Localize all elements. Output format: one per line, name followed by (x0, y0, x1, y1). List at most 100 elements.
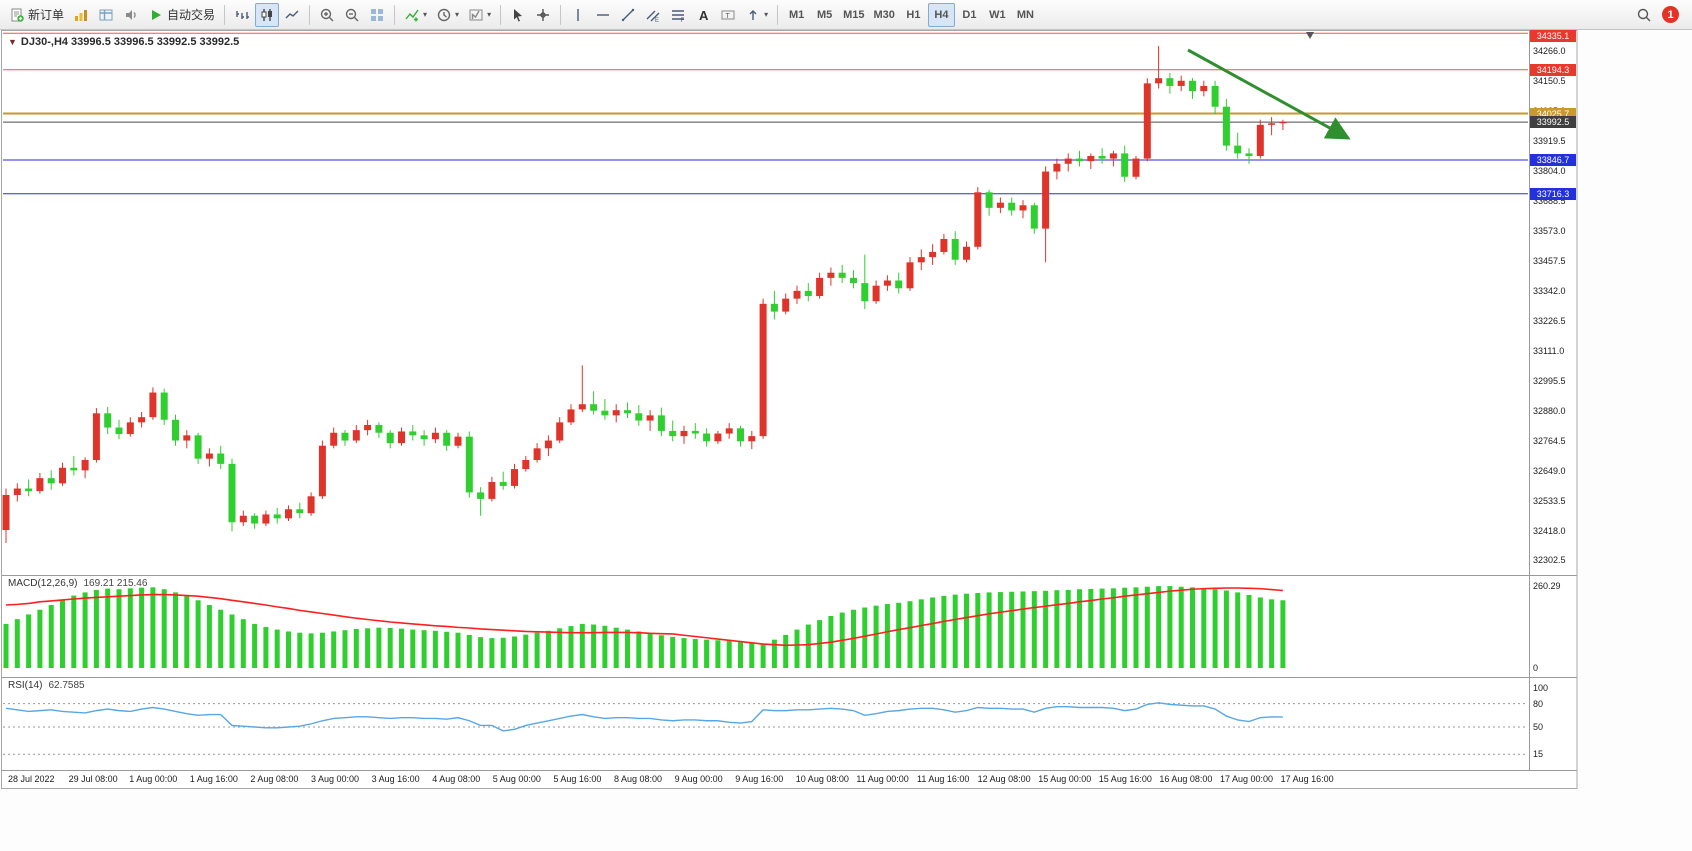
candle (25, 488, 33, 492)
bar-chart-mode-button[interactable] (230, 3, 254, 27)
candle (1132, 158, 1140, 177)
candle (1211, 85, 1219, 107)
text-tool-icon: A (699, 8, 709, 23)
candle (104, 413, 112, 428)
vertical-line-icon (577, 8, 579, 21)
candle (940, 238, 948, 252)
fibonacci-icon: F (672, 9, 685, 23)
clock-icon (437, 8, 451, 21)
svg-text:E: E (655, 18, 659, 23)
horizontal-line-tool-button[interactable] (591, 3, 615, 27)
cursor-button[interactable] (506, 3, 530, 27)
candle (1268, 123, 1276, 125)
template-dropdown[interactable]: ▾ (464, 3, 495, 27)
candle (59, 467, 66, 484)
new-order-button[interactable]: 新订单 (5, 3, 68, 27)
search-icon (1637, 8, 1651, 21)
candle (1234, 145, 1242, 154)
market-watch-button[interactable] (94, 3, 118, 27)
vertical-line-tool-button[interactable] (566, 3, 590, 27)
candle (454, 436, 462, 446)
template-icon (469, 9, 483, 20)
timeframe-button-m15[interactable]: M15 (839, 3, 868, 27)
candle (205, 453, 213, 459)
add-indicator-dropdown[interactable]: ▾ (400, 3, 431, 27)
candle (725, 428, 733, 434)
candle (465, 436, 473, 493)
candle (409, 431, 417, 436)
timeframe-button-m1[interactable]: M1 (783, 3, 810, 27)
fibonacci-tool-button[interactable]: F (666, 3, 690, 27)
candle (307, 496, 315, 514)
candle (544, 440, 552, 449)
candle (838, 272, 846, 278)
channel-tool-button[interactable]: E (641, 3, 665, 27)
candle (1143, 83, 1151, 159)
tile-windows-button[interactable] (365, 3, 389, 27)
timeframe-button-d1[interactable]: D1 (956, 3, 983, 27)
timeframe-button-m30[interactable]: M30 (870, 3, 899, 27)
notification-badge[interactable]: 1 (1662, 6, 1679, 23)
trend-arrow-annotation (1187, 48, 1351, 140)
candle (748, 436, 756, 442)
candle (318, 445, 326, 497)
candle (126, 422, 134, 435)
candle (669, 430, 677, 437)
candle (488, 482, 496, 499)
tile-windows-icon (371, 8, 384, 21)
candle (906, 262, 914, 289)
candle (420, 435, 428, 440)
candle (590, 404, 598, 411)
candle (364, 424, 372, 431)
candle (850, 277, 857, 284)
candle (511, 469, 518, 486)
candle (1064, 158, 1072, 164)
zoom-out-button[interactable] (340, 3, 364, 27)
label-tool-button[interactable]: T (716, 3, 740, 27)
crosshair-button[interactable] (531, 3, 555, 27)
timeframe-button-w1[interactable]: W1 (984, 3, 1011, 27)
candle (81, 459, 89, 471)
timeframe-button-mn[interactable]: MN (1012, 3, 1039, 27)
svg-text:F: F (681, 18, 685, 23)
candle (1053, 163, 1061, 172)
horizontal-line-icon (597, 13, 610, 16)
candle (522, 459, 530, 470)
auto-trading-label: 自动交易 (167, 8, 216, 22)
sound-button[interactable] (119, 3, 143, 27)
candle (1098, 155, 1106, 159)
search-button[interactable] (1632, 3, 1656, 27)
rsi-line (5, 702, 1283, 732)
candlestick-mode-icon (261, 8, 273, 21)
toolbar-separator (224, 4, 226, 25)
candle (375, 424, 383, 433)
auto-trading-button[interactable]: 自动交易 (144, 3, 219, 27)
candle (273, 514, 281, 519)
timeframe-button-h4[interactable]: H4 (927, 2, 955, 27)
trendline-tool-button[interactable] (616, 3, 640, 27)
candle (1155, 78, 1163, 84)
candlestick-mode-button[interactable] (255, 2, 280, 27)
period-dropdown[interactable]: ▾ (432, 3, 463, 27)
add-indicator-icon (405, 9, 419, 21)
toolbar-separator (500, 4, 502, 25)
line-chart-mode-button[interactable] (280, 3, 304, 27)
candle (737, 428, 744, 442)
toolbar: 新订单 自动交易 (0, 0, 1692, 30)
toolbar-separator (309, 4, 311, 25)
text-tool-button[interactable]: A (691, 3, 715, 27)
timeframe-group: M1 M5 M15 M30 H1 H4 D1 W1 MN (783, 2, 1039, 27)
timeframe-button-m5[interactable]: M5 (811, 3, 838, 27)
zoom-in-button[interactable] (315, 3, 339, 27)
shapes-dropdown[interactable]: ▾ (741, 3, 772, 27)
timeframe-button-h1[interactable]: H1 (900, 3, 927, 27)
candle (714, 433, 722, 442)
candle (827, 272, 835, 278)
charts-profile-button[interactable] (69, 3, 93, 27)
candle (883, 280, 891, 286)
candle (36, 478, 44, 492)
svg-text:T: T (726, 12, 731, 19)
candle (533, 448, 541, 460)
macd-layer (3, 586, 1286, 668)
